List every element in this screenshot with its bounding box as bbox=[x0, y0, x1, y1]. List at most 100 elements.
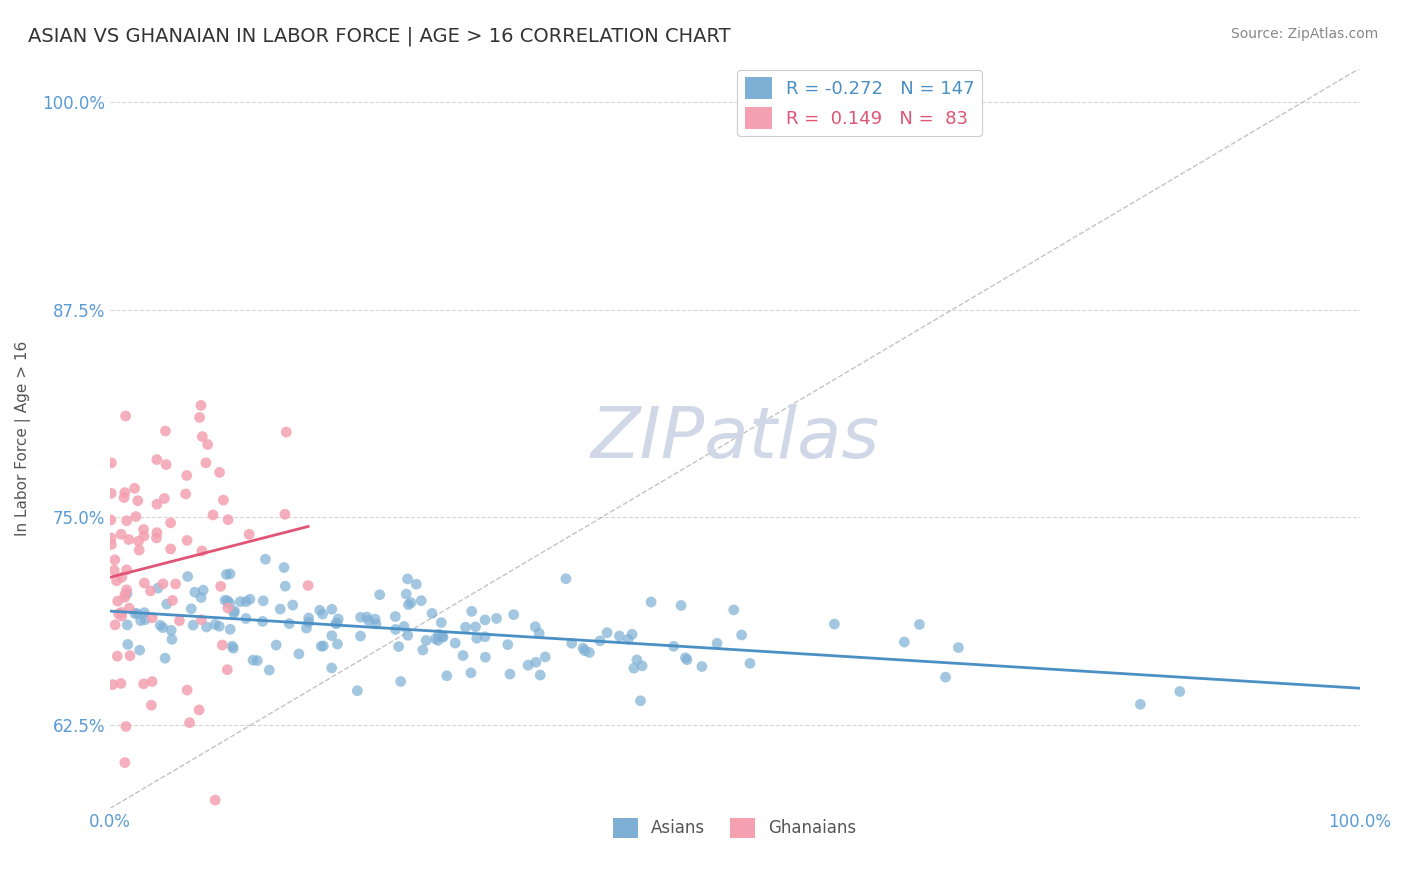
Point bbox=[572, 641, 595, 656]
Point bbox=[191, 583, 214, 598]
Point bbox=[129, 614, 152, 628]
Point bbox=[219, 566, 242, 581]
Point bbox=[298, 611, 321, 625]
Point bbox=[529, 668, 551, 682]
Point bbox=[460, 665, 482, 680]
Point bbox=[217, 601, 239, 615]
Point bbox=[908, 617, 931, 632]
Point bbox=[706, 636, 728, 650]
Point bbox=[238, 527, 260, 541]
Point bbox=[110, 606, 132, 620]
Point bbox=[239, 592, 262, 607]
Point bbox=[101, 677, 124, 691]
Point bbox=[100, 456, 122, 470]
Point bbox=[384, 623, 406, 637]
Point bbox=[141, 611, 163, 625]
Point bbox=[935, 670, 957, 684]
Point bbox=[179, 715, 201, 730]
Point bbox=[139, 583, 162, 598]
Point bbox=[146, 581, 169, 595]
Point bbox=[295, 621, 318, 635]
Point bbox=[194, 456, 217, 470]
Point bbox=[100, 513, 122, 527]
Point bbox=[146, 497, 169, 511]
Point bbox=[364, 616, 387, 631]
Point bbox=[454, 620, 477, 634]
Point bbox=[184, 585, 207, 599]
Point bbox=[676, 653, 699, 667]
Point bbox=[127, 493, 149, 508]
Point bbox=[274, 579, 297, 593]
Point bbox=[124, 607, 146, 621]
Point bbox=[321, 661, 343, 675]
Point bbox=[146, 452, 169, 467]
Point bbox=[254, 552, 277, 566]
Text: ASIAN VS GHANAIAN IN LABOR FORCE | AGE > 16 CORRELATION CHART: ASIAN VS GHANAIAN IN LABOR FORCE | AGE >… bbox=[28, 27, 731, 46]
Point bbox=[288, 647, 311, 661]
Point bbox=[110, 676, 132, 690]
Point bbox=[425, 632, 447, 646]
Point bbox=[117, 637, 139, 651]
Point bbox=[104, 553, 127, 567]
Point bbox=[176, 569, 198, 583]
Point bbox=[190, 613, 212, 627]
Point bbox=[524, 656, 547, 670]
Point bbox=[134, 606, 156, 620]
Point bbox=[221, 639, 243, 653]
Point bbox=[626, 653, 648, 667]
Point bbox=[259, 663, 281, 677]
Point bbox=[115, 514, 138, 528]
Point bbox=[181, 618, 204, 632]
Point bbox=[188, 703, 211, 717]
Point bbox=[115, 582, 138, 597]
Point bbox=[155, 458, 177, 472]
Point bbox=[100, 486, 122, 500]
Point bbox=[141, 674, 163, 689]
Point bbox=[128, 643, 150, 657]
Point bbox=[134, 613, 156, 627]
Point bbox=[107, 607, 129, 621]
Point bbox=[384, 609, 406, 624]
Point bbox=[115, 587, 138, 601]
Point bbox=[160, 632, 183, 647]
Point bbox=[298, 615, 321, 630]
Point bbox=[104, 618, 127, 632]
Point bbox=[111, 570, 134, 584]
Point bbox=[159, 541, 181, 556]
Point bbox=[412, 643, 434, 657]
Point bbox=[690, 659, 713, 673]
Point bbox=[127, 607, 149, 621]
Point bbox=[124, 481, 146, 495]
Point bbox=[152, 577, 174, 591]
Point bbox=[229, 594, 252, 608]
Point bbox=[114, 756, 136, 770]
Point bbox=[112, 491, 135, 505]
Point bbox=[630, 694, 652, 708]
Point bbox=[389, 674, 412, 689]
Point bbox=[278, 616, 301, 631]
Point bbox=[214, 593, 236, 607]
Point bbox=[405, 577, 427, 591]
Point bbox=[114, 485, 136, 500]
Point bbox=[114, 591, 136, 605]
Point bbox=[132, 523, 155, 537]
Point bbox=[474, 630, 496, 644]
Point bbox=[107, 594, 129, 608]
Point bbox=[153, 651, 176, 665]
Point bbox=[346, 683, 368, 698]
Point bbox=[195, 620, 218, 634]
Point bbox=[269, 602, 291, 616]
Point bbox=[155, 424, 177, 438]
Point bbox=[219, 622, 242, 636]
Point bbox=[235, 595, 257, 609]
Point bbox=[589, 633, 612, 648]
Point bbox=[118, 533, 141, 547]
Point bbox=[100, 537, 122, 551]
Point bbox=[621, 627, 644, 641]
Point bbox=[396, 572, 419, 586]
Point bbox=[190, 591, 212, 605]
Point bbox=[176, 683, 198, 698]
Point bbox=[561, 636, 583, 650]
Point bbox=[675, 650, 697, 665]
Point bbox=[396, 628, 419, 642]
